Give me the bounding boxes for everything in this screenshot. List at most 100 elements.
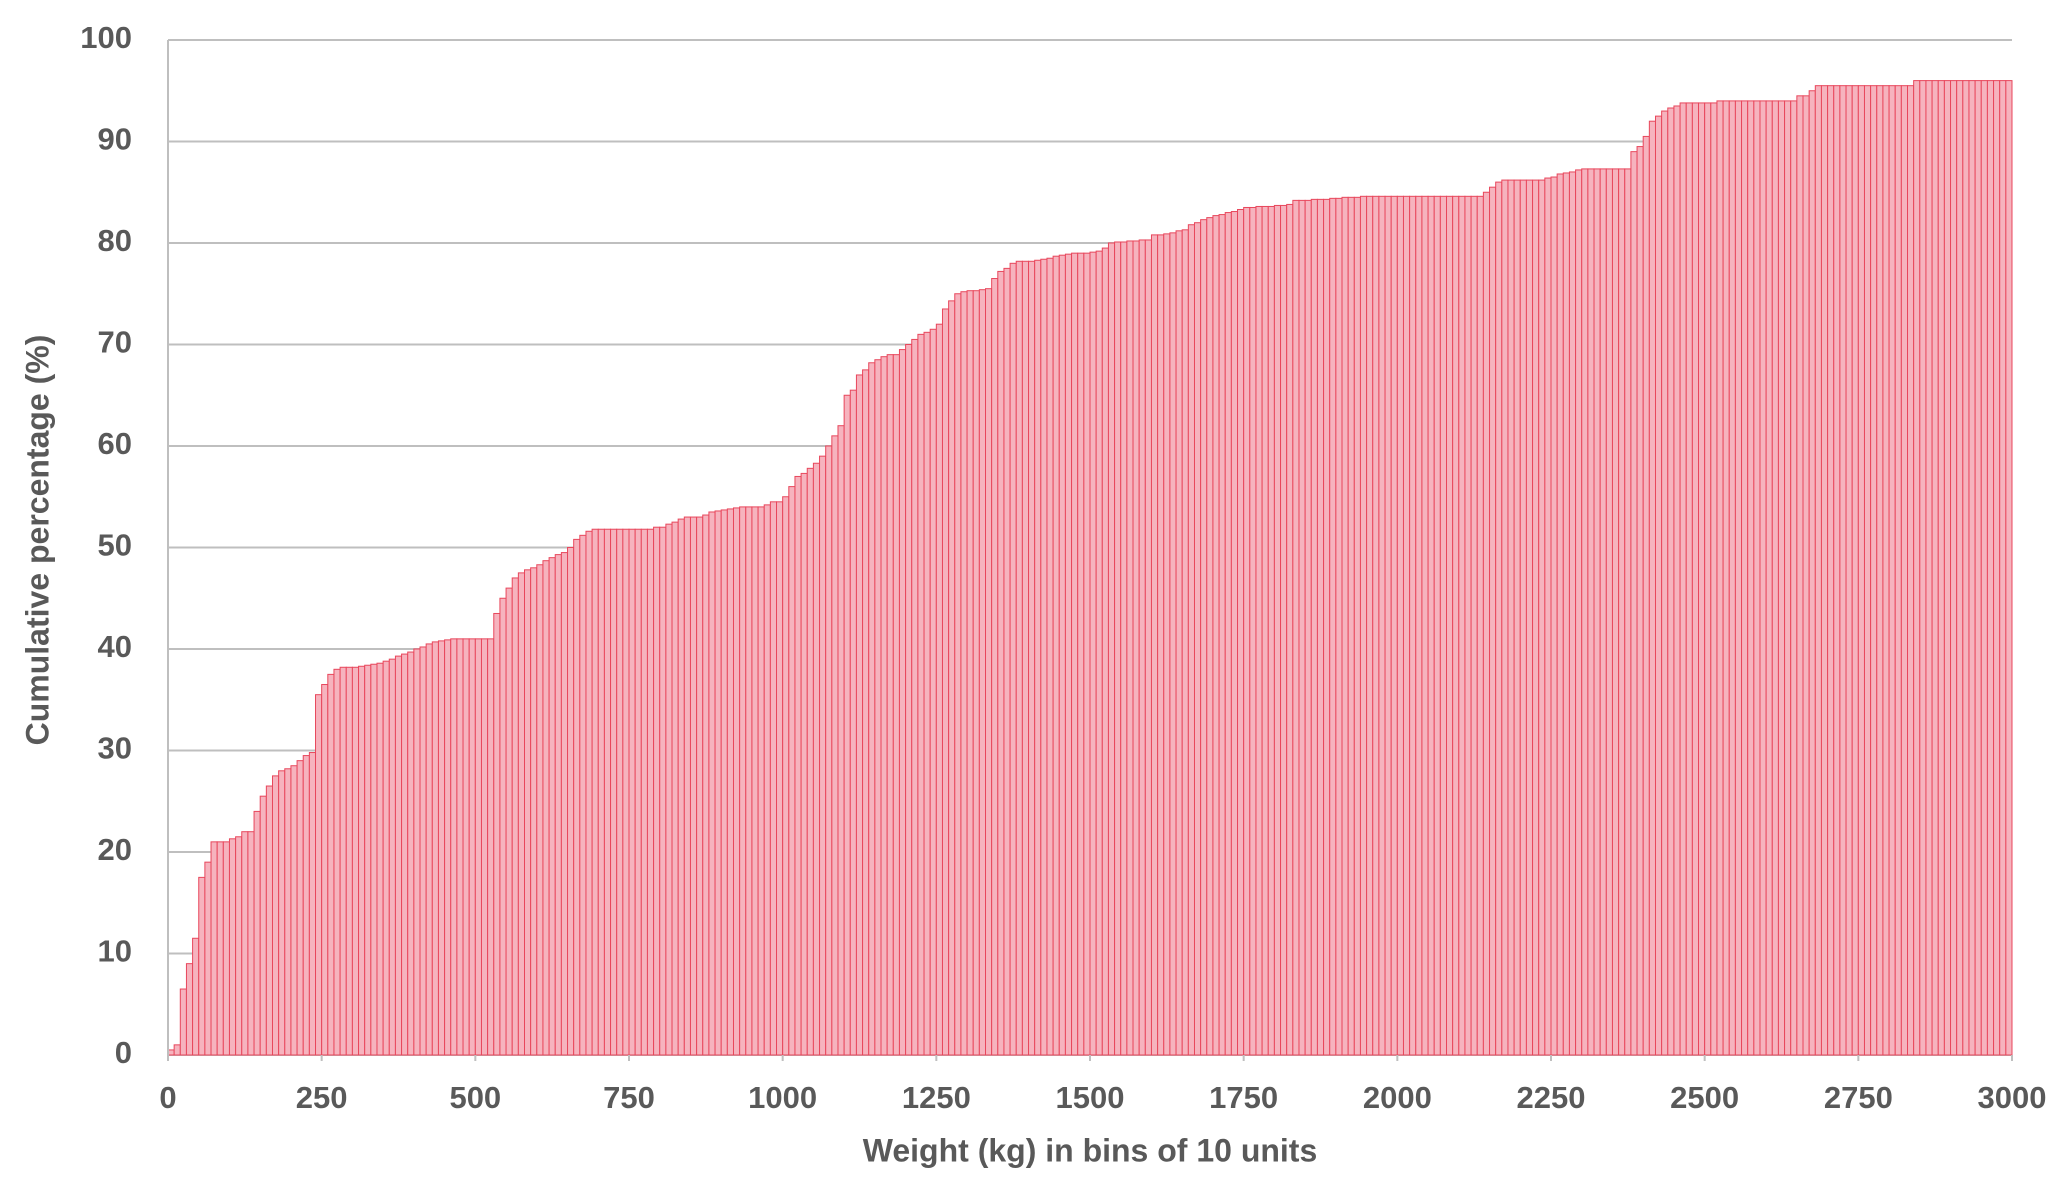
bar (1181, 229, 1189, 1056)
bar (474, 638, 482, 1056)
bar (653, 526, 661, 1056)
bar (1814, 85, 1822, 1056)
bar (204, 861, 212, 1056)
bar (321, 684, 329, 1056)
bar (222, 841, 230, 1056)
bar (929, 328, 937, 1056)
bar (757, 506, 765, 1056)
bar (284, 768, 292, 1056)
bar (1907, 85, 1915, 1056)
bar (886, 354, 894, 1056)
bar (714, 510, 722, 1056)
bar (991, 278, 999, 1056)
bar (1550, 176, 1558, 1056)
bar (1409, 195, 1417, 1056)
x-axis-title: Weight (kg) in bins of 10 units (863, 1132, 1318, 1168)
bar (179, 988, 187, 1056)
bar (1107, 242, 1116, 1056)
bar (1458, 195, 1466, 1056)
bar (677, 518, 685, 1056)
bar (444, 639, 452, 1056)
bar (1323, 198, 1331, 1056)
bar (1144, 239, 1152, 1056)
bar (1722, 100, 1730, 1056)
bar (1421, 195, 1429, 1056)
bar (327, 673, 335, 1056)
bar (216, 841, 224, 1056)
bar (1150, 234, 1159, 1056)
bar (265, 785, 273, 1056)
bar (1741, 100, 1749, 1056)
bar (253, 810, 261, 1056)
bar (1900, 85, 1909, 1056)
bar (1292, 199, 1300, 1056)
bar (708, 511, 716, 1056)
bar (1661, 110, 1669, 1056)
bar (849, 389, 857, 1056)
bar (1956, 80, 1964, 1056)
bar (1519, 179, 1527, 1056)
bar (333, 668, 341, 1056)
bar (1685, 102, 1693, 1056)
bar (241, 831, 249, 1056)
bar (628, 528, 636, 1056)
x-tick-label: 0 (159, 1080, 176, 1115)
bar (1618, 168, 1626, 1056)
bar (1759, 100, 1767, 1056)
bar (726, 508, 734, 1056)
bar (1243, 206, 1251, 1056)
bar (1316, 198, 1325, 1056)
y-tick-label: 20 (98, 832, 132, 867)
bar (1624, 168, 1632, 1056)
bar (702, 514, 710, 1056)
bar (524, 569, 532, 1056)
bar (1329, 197, 1337, 1056)
bar (487, 638, 495, 1056)
bar (1532, 179, 1540, 1056)
bar (1052, 255, 1060, 1056)
bar (806, 467, 814, 1056)
bar (640, 528, 648, 1056)
bar (1820, 85, 1829, 1056)
bar (689, 516, 698, 1056)
bar (898, 349, 907, 1056)
bar (1790, 100, 1798, 1056)
bar (1845, 85, 1853, 1056)
bar (579, 534, 587, 1056)
bar (1255, 205, 1263, 1056)
bar (1058, 254, 1066, 1056)
bar (1507, 179, 1515, 1056)
bar (1765, 100, 1773, 1056)
bar (1704, 102, 1712, 1056)
bar (382, 660, 390, 1056)
bar (1728, 100, 1736, 1056)
bar (1999, 80, 2007, 1056)
bar (1218, 214, 1226, 1056)
bar (1888, 85, 1896, 1056)
bar (825, 445, 833, 1056)
bar (978, 289, 987, 1056)
bar (917, 333, 925, 1056)
bar (1919, 80, 1927, 1056)
bar (1359, 195, 1368, 1056)
bar (192, 937, 200, 1056)
bar (1114, 241, 1122, 1056)
bar (1777, 100, 1786, 1056)
x-tick-label: 250 (296, 1080, 348, 1115)
x-tick-label: 2250 (1517, 1080, 1586, 1115)
bar (1525, 179, 1534, 1056)
bar (1224, 212, 1232, 1056)
bar (1538, 179, 1546, 1056)
bar (493, 612, 501, 1056)
bar (308, 752, 317, 1056)
bar (1562, 172, 1570, 1056)
bar (1482, 191, 1491, 1056)
bar (480, 638, 489, 1056)
bar (1261, 205, 1269, 1056)
bar (954, 293, 962, 1056)
bar (696, 516, 704, 1056)
x-tick-label: 2000 (1363, 1080, 1432, 1115)
bar (1298, 199, 1306, 1056)
bar (1876, 85, 1884, 1056)
